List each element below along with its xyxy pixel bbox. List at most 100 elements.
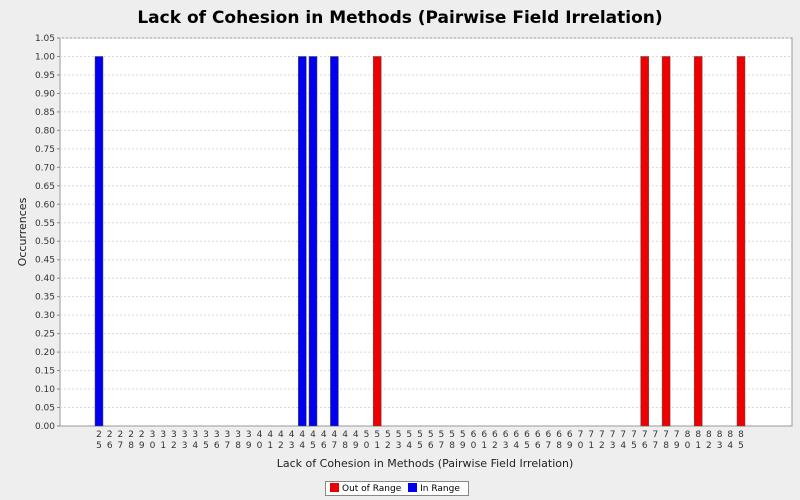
chart-title: Lack of Cohesion in Methods (Pairwise Fi…: [137, 8, 663, 28]
bar: [308, 56, 318, 427]
y-tick-label: 0.05: [35, 404, 55, 414]
x-axis-label: Lack of Cohesion in Methods (Pairwise Fi…: [277, 457, 574, 470]
y-tick-label: 0.55: [35, 219, 55, 229]
legend-label-out-of-range: Out of Range: [342, 484, 402, 494]
y-tick-label: 0.70: [35, 163, 55, 173]
y-tick-label: 0.75: [35, 145, 55, 155]
y-tick-label: 0.85: [35, 108, 55, 118]
y-tick-label: 0.90: [35, 89, 55, 99]
y-tick-label: 0.95: [35, 71, 55, 81]
y-axis-label: Occurrences: [16, 197, 29, 266]
y-tick-label: 0.60: [35, 200, 55, 210]
y-tick-label: 1.05: [35, 34, 55, 44]
y-tick-label: 0.20: [35, 348, 55, 358]
bars: [94, 56, 746, 427]
plot-area: [59, 37, 793, 427]
y-tick-label: 0.00: [35, 422, 55, 432]
bar: [640, 56, 649, 427]
legend-swatch-red: [330, 483, 339, 492]
y-tick-label: 0.10: [35, 385, 55, 395]
y-axis-ticks: 0.00 0.05 0.10 0.15 0.20 0.25 0.30 0.35 0.40 0.45…: [35, 34, 60, 432]
legend-label-in-range: In Range: [420, 484, 460, 494]
legend-item-out-of-range: Out of Range: [330, 483, 401, 494]
y-tick-label: 0.40: [35, 274, 55, 284]
legend-item-in-range: In Range: [408, 483, 460, 494]
y-tick-label: 0.50: [35, 237, 55, 247]
bar: [94, 56, 104, 427]
bar: [330, 56, 339, 427]
y-tick-label: 0.45: [35, 256, 55, 266]
bar: [372, 56, 382, 427]
y-tick-label: 1.00: [35, 52, 55, 62]
bar: [661, 56, 671, 427]
legend-swatch-blue: [408, 483, 418, 492]
bar: [693, 56, 703, 427]
y-tick-label: 0.30: [35, 311, 55, 321]
y-tick-label: 0.80: [35, 126, 55, 136]
x-axis-ticks: 2 52 62 72 82 93 03 13 23 33 43 53 63 73 83 94 04 14 24 34 4…: [96, 430, 744, 451]
y-tick-label: 0.15: [35, 367, 55, 377]
y-tick-label: 0.25: [35, 330, 55, 340]
y-tick-label: 0.35: [35, 293, 55, 303]
